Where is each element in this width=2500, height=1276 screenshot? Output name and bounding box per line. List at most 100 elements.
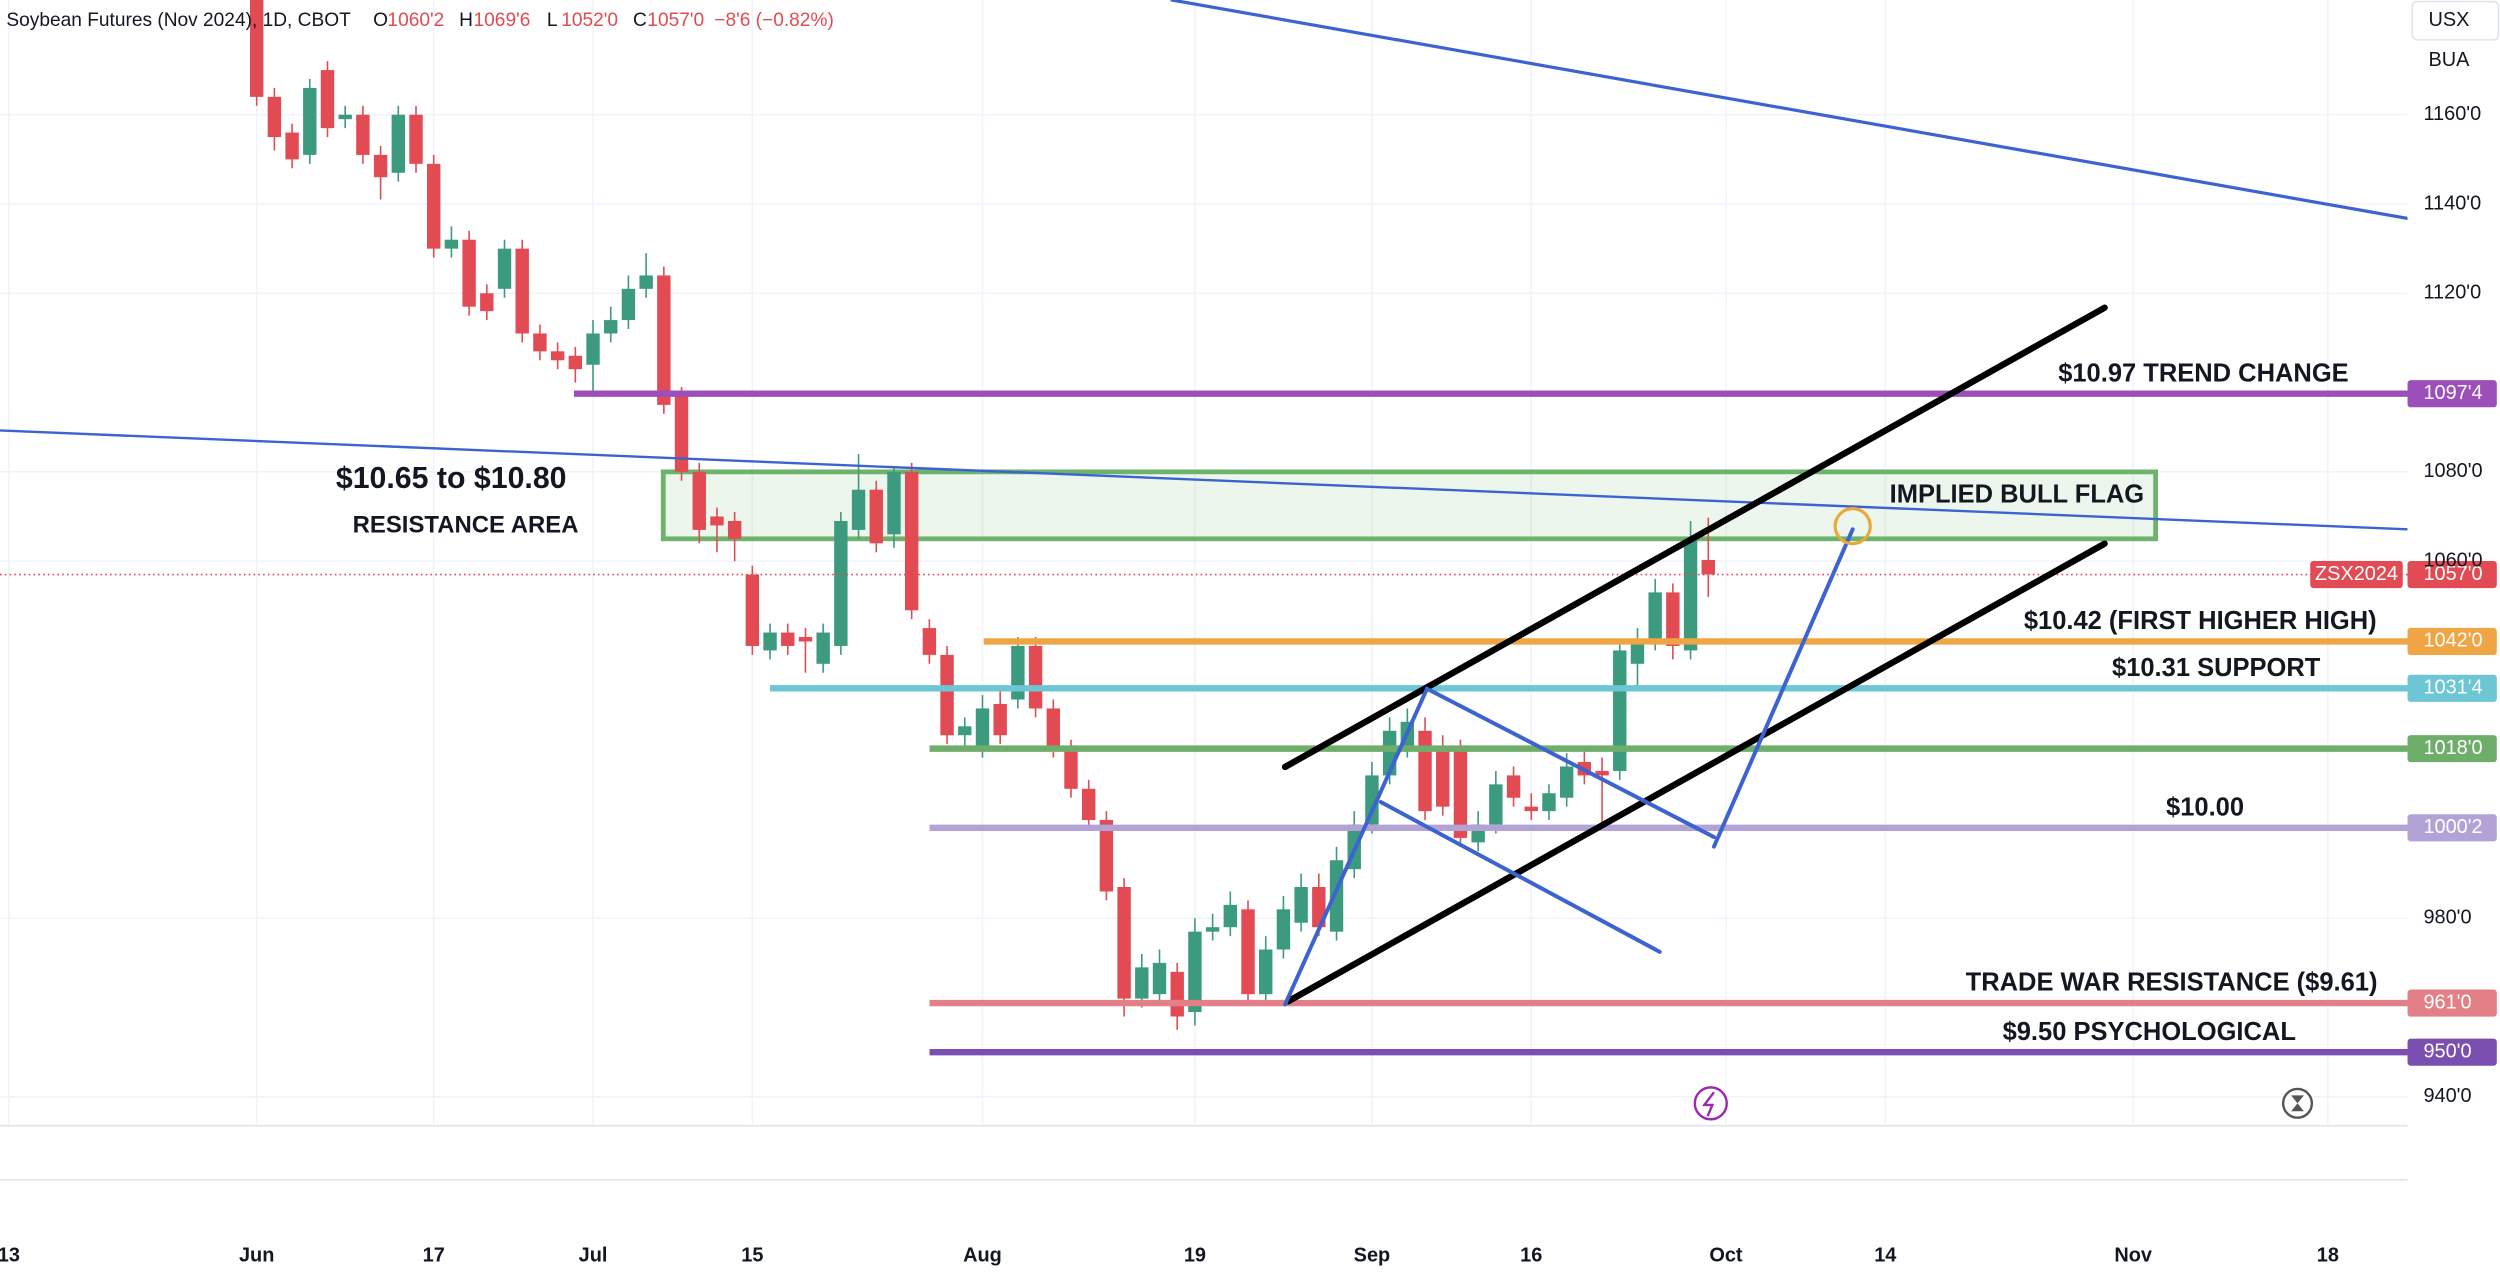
candle-body [1524, 806, 1538, 812]
currency-box[interactable] [2411, 0, 2500, 41]
x-tick-label: 13 [0, 1245, 20, 1267]
candle-body [816, 632, 830, 664]
event-icon[interactable] [1693, 1086, 1728, 1121]
x-tick-label: Sep [1354, 1245, 1391, 1267]
candle-body [851, 489, 866, 530]
candle-body [1082, 788, 1096, 821]
level-label: $10.42 (FIRST HIGHER HIGH) [2024, 607, 2377, 635]
candle-body [550, 351, 565, 361]
candle-body [922, 628, 937, 655]
price-badge-label: 1057'0 [2423, 563, 2482, 585]
level-badge [2407, 989, 2497, 1017]
level-badge-label: 1031'4 [2423, 677, 2482, 699]
level-label: $10.00 [2166, 793, 2244, 821]
quote-key: H [459, 10, 473, 31]
candle-body [1595, 770, 1609, 776]
quote-value: 1052'0 [561, 10, 618, 31]
quote: O 1060'2 H 1069'6 L 1052'0 C 1057'0 [373, 10, 704, 31]
trend-line [1170, 0, 2408, 221]
quote-value: 1057'0 [647, 10, 704, 31]
x-tick-label: Aug [963, 1245, 1002, 1267]
y-tick-label: 980'0 [2423, 907, 2471, 929]
symbol-label: ZSX2024 [2315, 563, 2398, 585]
candle-body [1453, 748, 1468, 838]
candle-body [1064, 748, 1078, 789]
candle-body [1099, 820, 1114, 892]
candle-body [1666, 592, 1680, 646]
candle-body [975, 708, 990, 749]
level-badge-label: 1018'0 [2423, 737, 2482, 759]
candle-body [462, 239, 476, 307]
candle-body [1648, 592, 1662, 642]
level-badge-label: 1000'2 [2423, 816, 2482, 838]
price-badge [2407, 560, 2497, 589]
candle-body [904, 471, 919, 611]
chart-title: Soybean Futures (Nov 2024), 1D, CBOT [6, 10, 351, 31]
level-badge [2407, 1038, 2497, 1066]
candle-body [409, 114, 423, 164]
candle-body [249, 0, 264, 97]
candle-body [692, 471, 706, 530]
x-tick-label: Nov [2114, 1245, 2152, 1267]
candle-body [834, 520, 848, 646]
x-tick-label: 15 [741, 1245, 763, 1267]
y-tick-label: 1160'0 [2423, 103, 2481, 125]
level-badge [2407, 627, 2497, 656]
candle-body [1276, 909, 1291, 950]
candle-body [1259, 949, 1273, 995]
flag-line [1378, 799, 1662, 954]
level-label: $10.31 SUPPORT [2112, 654, 2321, 682]
candle-body [497, 248, 512, 289]
candle-body [1170, 971, 1184, 1017]
candle-body [1135, 967, 1149, 999]
quote-key: L [547, 10, 558, 31]
candle-body [444, 239, 459, 249]
drawings [0, 0, 2408, 1007]
panels: USX BUA [0, 0, 2500, 1181]
zone-subtitle: RESISTANCE AREA [353, 511, 579, 538]
zones: IMPLIED BULL FLAG [660, 469, 2159, 542]
quote-value: 1060'2 [387, 10, 444, 31]
y-tick-label: 1080'0 [2423, 460, 2482, 482]
candle-body [586, 333, 600, 365]
candle-body [303, 87, 317, 155]
candle-body [1559, 766, 1574, 798]
candle-body [1542, 793, 1556, 812]
channel-line [1281, 304, 2108, 771]
level-badge-label: 1097'4 [2423, 382, 2482, 404]
x-tick-label: Jul [579, 1245, 608, 1267]
candle-body [373, 154, 388, 178]
flag-pole [1711, 527, 1855, 849]
candle-body [1117, 887, 1131, 999]
x-tick-label: Oct [1709, 1245, 1743, 1267]
channel-line [1285, 540, 2108, 1005]
y-tick-label: 1120'0 [2423, 282, 2481, 304]
candle-body [1489, 784, 1503, 825]
level-badge-label: 961'0 [2423, 991, 2471, 1013]
level-label: TRADE WAR RESISTANCE ($9.61) [1966, 969, 2378, 997]
candle-body [533, 333, 547, 352]
candle-body [710, 516, 724, 526]
candle-body [869, 489, 883, 544]
trend-line [0, 429, 2408, 531]
symbol-badge [2310, 560, 2403, 589]
y-tick-label: 1060'0 [2423, 549, 2482, 571]
candle-body [1205, 927, 1220, 932]
zone-label: IMPLIED BULL FLAG [1890, 481, 2145, 509]
y-tick-label: 940'0 [2423, 1085, 2471, 1107]
level-badge-label: 950'0 [2423, 1040, 2471, 1062]
flag-line [1283, 686, 1716, 1007]
candle-body [320, 70, 335, 129]
candle-body [1630, 641, 1645, 664]
unit: BUA [2429, 49, 2471, 71]
candle-body [798, 637, 813, 642]
candle-body [1506, 775, 1521, 798]
candle-body [940, 654, 954, 736]
level-badge [2407, 814, 2497, 842]
candle-body [267, 96, 282, 138]
candle-body [1418, 730, 1432, 812]
candle-body [427, 163, 441, 249]
